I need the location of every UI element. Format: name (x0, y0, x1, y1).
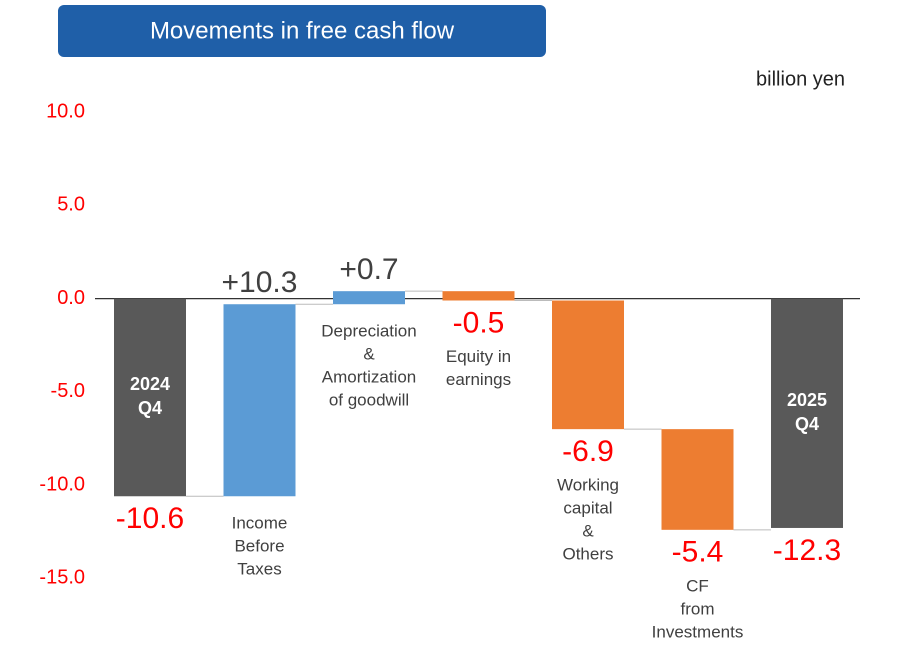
category-label: Q4 (138, 398, 162, 418)
category-label: from (681, 599, 715, 618)
category-label: 2024 (130, 374, 170, 394)
category-label: earnings (446, 370, 511, 389)
y-tick-label: 0.0 (57, 287, 85, 309)
y-tick-label: 5.0 (57, 194, 85, 216)
category-label: capital (563, 499, 612, 518)
bar (661, 429, 734, 530)
bar (442, 291, 515, 301)
bar (223, 304, 296, 497)
category-label: Income (232, 514, 288, 533)
category-label: Depreciation (321, 322, 416, 341)
unit-label: billion yen (756, 68, 845, 90)
category-label: Before (234, 537, 284, 556)
category-label: Amortization (322, 368, 416, 387)
value-label: -10.6 (116, 502, 184, 535)
value-label: -5.4 (672, 536, 724, 569)
y-tick-label: -15.0 (39, 567, 85, 589)
value-label: -12.3 (773, 534, 841, 567)
value-label: +10.3 (222, 266, 298, 299)
category-label: Q4 (795, 414, 819, 434)
y-tick-label: -5.0 (51, 380, 85, 402)
category-label: Investments (652, 622, 744, 641)
category-label: Others (562, 545, 613, 564)
category-label: & (363, 345, 375, 364)
bar (333, 291, 405, 305)
value-label: +0.7 (339, 253, 398, 286)
category-label: 2025 (787, 390, 827, 410)
value-label: -0.5 (453, 306, 505, 339)
value-label: -6.9 (562, 435, 614, 468)
title-box (58, 5, 546, 57)
category-label: Working (557, 476, 619, 495)
y-tick-label: 10.0 (46, 100, 85, 122)
bar (114, 298, 186, 497)
category-label: CF (686, 576, 709, 595)
bar (771, 298, 843, 528)
category-label: Taxes (237, 560, 281, 579)
category-label: & (582, 522, 594, 541)
bar (552, 300, 624, 430)
category-label: Equity in (446, 347, 511, 366)
category-label: of goodwill (329, 391, 409, 410)
chart-title: Movements in free cash flow (150, 17, 455, 44)
y-tick-label: -10.0 (39, 473, 85, 495)
